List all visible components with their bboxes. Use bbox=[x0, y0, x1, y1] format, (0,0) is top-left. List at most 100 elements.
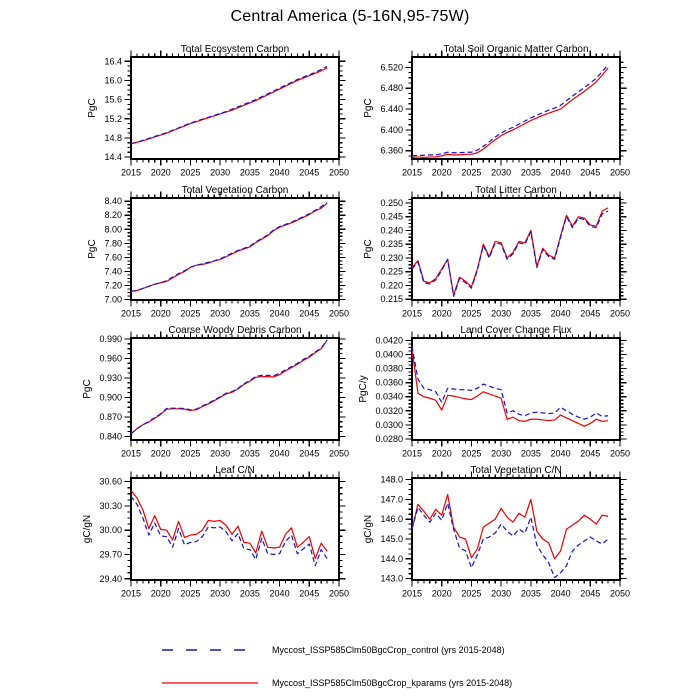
axis-ticks bbox=[405, 471, 627, 587]
x-tick-label: 2040 bbox=[551, 309, 571, 319]
y-tick-label: 0.0300 bbox=[375, 420, 403, 430]
y-axis-title: PgC bbox=[82, 379, 93, 398]
y-tick-label: 0.960 bbox=[99, 353, 122, 363]
chart-leaf-c-n: 2015 2020 2025 2030 2035 2040 2045 2050 29.40 29.… bbox=[82, 465, 349, 599]
dashed-line-icon bbox=[162, 649, 258, 651]
x-tick-label: 2020 bbox=[432, 589, 452, 599]
chart-total-vegetation-c-n: 2015 2020 2025 2030 2035 2040 2045 2050 143.0 144… bbox=[363, 465, 630, 599]
x-tick-label: 2050 bbox=[329, 168, 349, 178]
legend-label-kparams: Myccost_ISSP585Clm50BgcCrop_kparams (yrs… bbox=[272, 678, 513, 688]
x-tick-label: 2015 bbox=[121, 449, 141, 459]
y-tick-label: 144.0 bbox=[380, 554, 403, 564]
series-kparams-line bbox=[130, 202, 328, 292]
y-tick-label: 0.0400 bbox=[375, 350, 403, 360]
x-tick-label: 2045 bbox=[299, 168, 319, 178]
y-tick-label: 6.400 bbox=[380, 125, 403, 135]
x-tick-label: 2035 bbox=[521, 309, 541, 319]
chart-title: Total Vegetation Carbon bbox=[182, 185, 289, 196]
axis-ticks bbox=[124, 191, 346, 307]
y-tick-label: 145.0 bbox=[380, 534, 403, 544]
y-tick-label: 0.930 bbox=[99, 373, 122, 383]
y-tick-label: 7.80 bbox=[104, 238, 122, 248]
series-control-line bbox=[130, 495, 328, 567]
series-control-line bbox=[411, 210, 609, 298]
y-tick-label: 6.520 bbox=[380, 62, 403, 72]
chart-total-vegetation-carbon: 2015 2020 2025 2030 2035 2040 2045 2050 7.00 7.20… bbox=[87, 185, 349, 319]
y-tick-label: 15.2 bbox=[104, 114, 122, 124]
x-tick-label: 2050 bbox=[610, 309, 630, 319]
y-tick-label: 146.0 bbox=[380, 514, 403, 524]
x-tick-label: 2015 bbox=[121, 589, 141, 599]
x-tick-label: 2025 bbox=[461, 449, 481, 459]
x-tick-label: 2025 bbox=[180, 309, 200, 319]
y-tick-label: 0.0340 bbox=[375, 392, 403, 402]
x-tick-label: 2035 bbox=[521, 589, 541, 599]
chart-total-ecosystem-carbon: 2015 2020 2025 2030 2035 2040 2045 2050 14.4 14.8… bbox=[87, 44, 349, 178]
y-tick-label: 0.225 bbox=[380, 267, 403, 277]
y-tick-label: 0.0380 bbox=[375, 364, 403, 374]
axis-ticks bbox=[124, 50, 346, 166]
plot-frame bbox=[130, 477, 340, 581]
series-control-line bbox=[130, 339, 328, 435]
y-tick-label: 30.60 bbox=[99, 477, 122, 487]
x-tick-label: 2045 bbox=[580, 309, 600, 319]
series-kparams-line bbox=[411, 493, 609, 560]
x-tick-label: 2020 bbox=[432, 309, 452, 319]
x-tick-label: 2050 bbox=[329, 449, 349, 459]
y-tick-label: 15.6 bbox=[104, 95, 122, 105]
y-tick-label: 0.840 bbox=[99, 431, 122, 441]
y-tick-label: 0.870 bbox=[99, 412, 122, 422]
x-tick-label: 2030 bbox=[491, 589, 511, 599]
x-tick-label: 2035 bbox=[521, 449, 541, 459]
x-tick-label: 2030 bbox=[491, 449, 511, 459]
chart-coarse-woody-debris-carbon: 2015 2020 2025 2030 2035 2040 2045 2050 0.840 0.8… bbox=[82, 325, 349, 459]
y-tick-label: 30.00 bbox=[99, 525, 122, 535]
series-control-line bbox=[130, 66, 328, 145]
x-tick-label: 2030 bbox=[491, 309, 511, 319]
series-control-line bbox=[411, 502, 609, 579]
y-tick-label: 0.0280 bbox=[375, 434, 403, 444]
y-tick-label: 0.0360 bbox=[375, 378, 403, 388]
chart-land-cover-change-flux: 2015 2020 2025 2030 2035 2040 2045 2050 0.0280 0.… bbox=[358, 325, 630, 459]
y-tick-label: 30.30 bbox=[99, 501, 122, 511]
chart-title: Coarse Woody Debris Carbon bbox=[168, 325, 301, 336]
chart-total-litter-carbon: 2015 2020 2025 2030 2035 2040 2045 2050 0.215 0.2… bbox=[363, 185, 630, 319]
y-tick-label: 0.0320 bbox=[375, 406, 403, 416]
y-tick-label: 6.360 bbox=[380, 146, 403, 156]
y-tick-label: 143.0 bbox=[380, 574, 403, 584]
x-tick-label: 2035 bbox=[521, 168, 541, 178]
y-tick-label: 148.0 bbox=[380, 475, 403, 485]
y-tick-label: 0.235 bbox=[380, 239, 403, 249]
x-tick-label: 2030 bbox=[210, 589, 230, 599]
x-tick-label: 2025 bbox=[180, 589, 200, 599]
y-tick-label: 0.220 bbox=[380, 280, 403, 290]
y-tick-label: 0.900 bbox=[99, 392, 122, 402]
x-tick-label: 2030 bbox=[210, 309, 230, 319]
y-tick-label: 8.20 bbox=[104, 210, 122, 220]
x-tick-label: 2050 bbox=[329, 589, 349, 599]
y-tick-label: 8.40 bbox=[104, 196, 122, 206]
y-axis-title: PgC bbox=[87, 98, 98, 117]
y-axis-title: gC/gN bbox=[363, 515, 374, 543]
solid-line-icon bbox=[162, 682, 258, 684]
x-tick-label: 2025 bbox=[180, 168, 200, 178]
y-tick-label: 29.70 bbox=[99, 550, 122, 560]
y-tick-label: 8.00 bbox=[104, 224, 122, 234]
chart-title: Total Soil Organic Matter Carbon bbox=[443, 44, 588, 55]
y-axis-title: PgC bbox=[363, 98, 374, 117]
x-tick-label: 2045 bbox=[299, 309, 319, 319]
y-tick-label: 0.215 bbox=[380, 294, 403, 304]
x-tick-label: 2035 bbox=[240, 589, 260, 599]
x-tick-label: 2040 bbox=[551, 589, 571, 599]
y-tick-label: 147.0 bbox=[380, 494, 403, 504]
y-tick-label: 7.00 bbox=[104, 295, 122, 305]
chart-total-soil-organic-matter-carbon: 2015 2020 2025 2030 2035 2040 2045 2050 6.360 6.4… bbox=[363, 44, 630, 178]
y-tick-label: 7.60 bbox=[104, 252, 122, 262]
x-tick-label: 2045 bbox=[580, 168, 600, 178]
y-tick-label: 6.440 bbox=[380, 104, 403, 114]
legend-label-control: Myccost_ISSP585Clm50BgcCrop_control (yrs… bbox=[272, 645, 505, 655]
y-tick-label: 14.4 bbox=[104, 152, 122, 162]
y-tick-label: 7.20 bbox=[104, 281, 122, 291]
x-tick-label: 2020 bbox=[151, 168, 171, 178]
